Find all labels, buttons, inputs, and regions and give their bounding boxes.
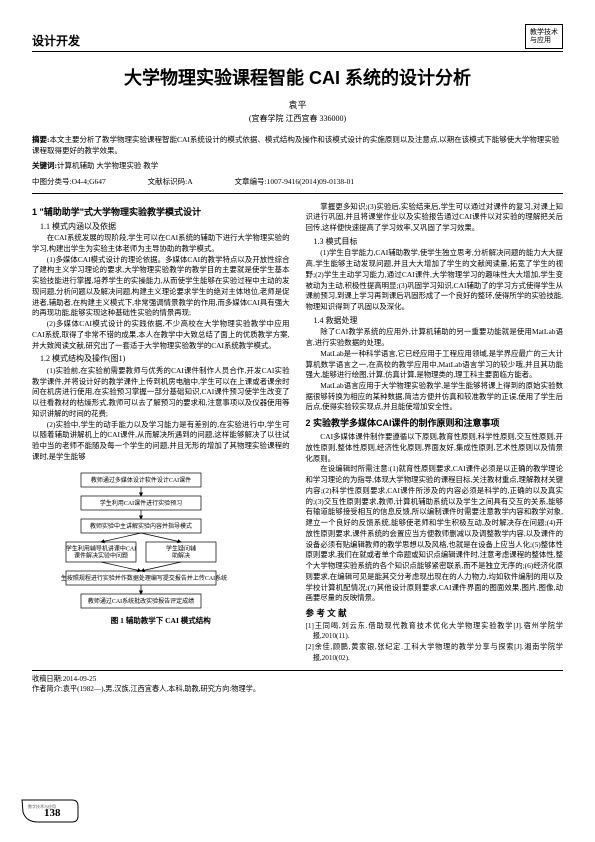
abstract-text: 本文主要分析了教学物理实验课程智能CAI系统设计的模式依据、模式结构及操作和该模… [32, 135, 559, 155]
header-right-box: 教学技术 与应用 [525, 24, 563, 49]
meta-divider [32, 193, 563, 194]
h1-2: 2 实验教学多媒体CAI课件的制作原则和注意事项 [306, 417, 564, 430]
p-r2: (1)学生自学能力,CAI辅助教学,使学生独立思考,分析解决问题的能力大大提高,… [306, 248, 564, 312]
svg-text:助解决: 助解决 [172, 552, 190, 560]
section-label: 设计开发 [32, 32, 80, 49]
references-heading: 参 考 文 献 [306, 607, 564, 619]
p-r3: 除了CAI教学系统的应用外,计算机辅助的另一重要功能就是使用MatLab语言,进… [306, 327, 564, 348]
references: [1]王同喝,刘云东.借助现代教育技术优化大学物理实验教学[J].宿州学院学报,… [306, 621, 564, 662]
body-columns: 1 "辅助助学"式大学物理实验教学模式设计 1.1 模式内涵以及依据 在CAI系… [32, 202, 563, 664]
svg-text:教师通过CAI系统批改实验报告评定成绩: 教师通过CAI系统批改实验报告评定成绩 [88, 597, 194, 605]
svg-text:学生利用辅导机讲课中CAI: 学生利用辅导机讲课中CAI [66, 545, 136, 553]
right-column: 掌握更多知识;(3)实验后,实验结束后,学生可以通过对课件的复习,对课上知识进行… [306, 202, 564, 664]
p-l5: (2)实验中,学生的动手能力以及学习能力是有差别的,在实验进行中,学生可以随着辅… [32, 420, 290, 463]
flowchart-svg: 教师通过多媒体设计软件设计CAI课件学生利用CAI课件进行实验预习教师实验中主讲… [61, 468, 261, 613]
keywords-text: 计算机辅助 大学物理实验 教学 [57, 161, 158, 170]
affiliation: (宜春学院 江西宜春 336000) [32, 113, 563, 124]
keywords-label: 关键词: [32, 161, 57, 170]
svg-text:课件解决实验中问题: 课件解决实验中问题 [74, 552, 128, 560]
h2-1-2: 1.2 模式结构及操作(图1) [32, 353, 290, 365]
p-l3: (2)多媒体CAI模式设计的实践依据,不少高校在大学物理实验教学中应用CAI系统… [32, 319, 290, 351]
svg-text:教师实验中主讲解实验内容并指导模式: 教师实验中主讲解实验内容并指导模式 [90, 522, 192, 530]
article-id-label: 文章编号: [235, 176, 267, 187]
svg-text:学生利用CAI课件进行实验预习: 学生利用CAI课件进行实验预习 [100, 499, 182, 507]
svg-text:学生按照规程进行实验并作数据处理编写提交报告并上传CAI系统: 学生按照规程进行实验并作数据处理编写提交报告并上传CAI系统 [61, 574, 227, 582]
figure-1-caption: 图 1 辅助教学下 CAI 模式结构 [32, 616, 290, 627]
clc: O4-4;G647 [72, 177, 106, 186]
figure-1: 教师通过多媒体设计软件设计CAI课件学生利用CAI课件进行实验预习教师实验中主讲… [32, 468, 290, 627]
doc-code: A [187, 177, 192, 186]
page-number: 138 [44, 807, 61, 819]
p-r7: 在设编辑时所需注意:(1)就育性原则要求,CAI课件必须是以正确的教学理论和学习… [306, 464, 564, 604]
svg-text:学生疑问辅: 学生疑问辅 [166, 545, 196, 553]
p-r4: MatLab是一种科学语言,它已经应用于工程应用领域,是学界应最广的三大计算机数… [306, 349, 564, 381]
page-number-badge: 数字技术与应用 138 [20, 798, 80, 830]
p-r1: 掌握更多知识;(3)实验后,实验结束后,学生可以通过对课件的复习,对课上知识进行… [306, 202, 564, 234]
left-column: 1 "辅助助学"式大学物理实验教学模式设计 1.1 模式内涵以及依据 在CAI系… [32, 202, 290, 664]
header-right-line2: 与应用 [530, 36, 558, 44]
abstract-label: 摘要: [32, 135, 50, 144]
author-bio: 作者简介:袁平(1982—),男,汉族,江西宜春人,本科,助教,研究方向:物理学… [32, 684, 563, 695]
doc-code-label: 文献标识码: [148, 176, 188, 187]
keywords: 关键词:计算机辅助 大学物理实验 教学 [32, 160, 563, 171]
article-id: 1007-9416(2014)09-0138-01 [267, 177, 355, 186]
p-r5: MatLab语言应用于大学物理实验教学,是学生能够将课上得到的原始实验数据很够转… [306, 381, 564, 413]
received-date: 收稿日期:2014-09-25 [32, 674, 563, 685]
p-l2: (1)多媒体CAI模式设计的理论依据。多媒体CAI的教学特点以及开放性综合了建构… [32, 255, 290, 319]
meta-row: 中图分类号:O4-4;G647 文献标识码:A 文章编号:1007-9416(2… [32, 176, 563, 187]
h2-1-3: 1.3 模式目标 [306, 236, 564, 248]
h1-1: 1 "辅助助学"式大学物理实验教学模式设计 [32, 206, 290, 219]
p-l1: 在CAI系统发展的现阶段,学生可以在CAI系统的辅助下进行大学物理实验的学习,构… [32, 233, 290, 254]
abstract: 摘要:本文主要分析了教学物理实验课程智能CAI系统设计的模式依据、模式结构及操作… [32, 134, 563, 157]
svg-text:教师通过多媒体设计软件设计CAI课件: 教师通过多媒体设计软件设计CAI课件 [91, 476, 191, 484]
p-r6: CAI多媒体课件制作要遵循以下原则,教育性原则,科学性原则,交互性原则,开放性原… [306, 432, 564, 464]
article-title: 大学物理实验课程智能 CAI 系统的设计分析 [32, 64, 563, 90]
author: 袁平 [32, 98, 563, 111]
page-header: 设计开发 教学技术 与应用 [32, 24, 563, 52]
clc-label: 中图分类号: [32, 176, 72, 187]
ref-2: [2]余佳,顾鹏,黄家银,张纪定.工科大学物理的教学分享与探索[J].湘南学院学… [306, 642, 564, 662]
footer-divider [32, 670, 563, 671]
ref-1: [1]王同喝,刘云东.借助现代教育技术优化大学物理实验教学[J].宿州学院学报,… [306, 621, 564, 641]
p-l4: (1)实验前,在实验前需要教师与优秀的CAI课件制作人员合作,开发CAI实验教学… [32, 366, 290, 420]
h2-1-4: 1.4 救据处理 [306, 315, 564, 327]
h2-1-1: 1.1 模式内涵以及依据 [32, 221, 290, 233]
